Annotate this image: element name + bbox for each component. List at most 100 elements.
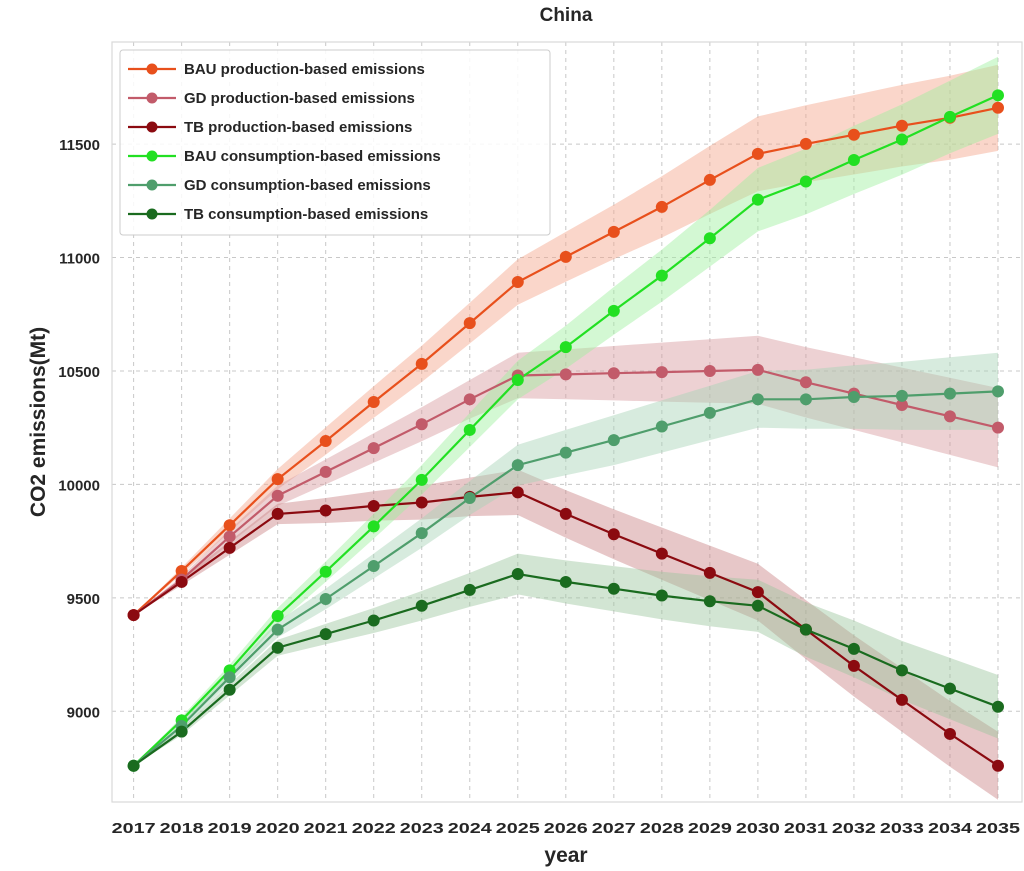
x-tick-label: 2034 [928, 820, 973, 837]
data-point [415, 599, 428, 612]
data-point [703, 173, 716, 186]
legend-marker-3 [146, 150, 158, 162]
data-point [367, 499, 380, 512]
data-point [655, 589, 668, 602]
data-point [559, 575, 572, 588]
legend-label-1: GD production-based emissions [184, 90, 415, 107]
x-tick-label: 2030 [736, 820, 780, 837]
plot-frame [111, 41, 1023, 803]
legend-marker-1 [146, 92, 158, 104]
chart-title: China [540, 5, 593, 26]
data-point [799, 376, 812, 389]
data-point [511, 374, 524, 387]
data-point [751, 147, 764, 160]
legend: BAU production-based emissions GD product… [119, 49, 551, 236]
data-point [559, 368, 572, 381]
data-point [895, 133, 908, 146]
data-point [223, 671, 236, 684]
data-point [847, 153, 860, 166]
x-tick-label: 2031 [784, 820, 828, 837]
legend-marker-2 [146, 121, 158, 133]
data-point [463, 423, 476, 436]
data-point [895, 398, 908, 411]
y-tick-label: 10000 [58, 477, 100, 494]
data-point [895, 119, 908, 132]
data-point [223, 530, 236, 543]
data-point [703, 595, 716, 608]
x-tick-label: 2027 [592, 820, 636, 837]
confidence-band-5 [133, 553, 999, 766]
x-tick-label: 2024 [448, 820, 493, 837]
y-tick-label: 9000 [67, 704, 100, 721]
x-tick-label: 2025 [496, 820, 540, 837]
data-point [415, 473, 428, 486]
data-point [751, 586, 764, 599]
data-point [415, 357, 428, 370]
data-point [895, 664, 908, 677]
x-axis-label: year [544, 844, 587, 867]
data-point [319, 565, 332, 578]
data-point [991, 101, 1004, 114]
y-tick-labels: 9000 9500 10000 10500 11000 11500 [58, 137, 100, 721]
series-points [127, 89, 1004, 772]
data-point [943, 682, 956, 695]
data-point [799, 623, 812, 636]
data-point [751, 599, 764, 612]
y-tick-label: 9500 [67, 591, 100, 608]
data-point [847, 391, 860, 404]
data-point [943, 727, 956, 740]
legend-marker-4 [146, 179, 158, 191]
data-point [415, 418, 428, 431]
data-point [703, 406, 716, 419]
data-point [415, 496, 428, 509]
data-point [271, 623, 284, 636]
data-point [367, 614, 380, 627]
data-point [799, 137, 812, 150]
data-point [991, 89, 1004, 102]
data-point [463, 317, 476, 330]
data-point [607, 434, 620, 447]
x-tick-label: 2018 [160, 820, 204, 837]
legend-label-4: GD consumption-based emissions [184, 177, 431, 194]
data-point [271, 609, 284, 622]
x-tick-label: 2029 [688, 820, 732, 837]
data-point [511, 276, 524, 289]
legend-label-5: TB consumption-based emissions [184, 206, 428, 223]
data-point [751, 363, 764, 376]
data-point [415, 527, 428, 540]
x-tick-label: 2035 [976, 820, 1020, 837]
data-point [607, 225, 620, 238]
x-tick-label: 2017 [112, 820, 156, 837]
y-tick-label: 11500 [59, 137, 100, 154]
data-point [271, 473, 284, 486]
data-point [703, 232, 716, 245]
data-point [607, 367, 620, 380]
data-point [319, 465, 332, 478]
data-point [223, 541, 236, 554]
data-point [607, 528, 620, 541]
data-point [751, 393, 764, 406]
data-point [943, 110, 956, 123]
data-point [895, 389, 908, 402]
data-point [271, 507, 284, 520]
y-tick-label: 10500 [58, 364, 100, 381]
data-point [367, 560, 380, 573]
data-point [175, 565, 188, 578]
data-point [319, 592, 332, 605]
data-point [751, 193, 764, 206]
data-point [991, 759, 1004, 772]
data-point [175, 575, 188, 588]
data-point [991, 385, 1004, 398]
data-point [463, 583, 476, 596]
x-tick-label: 2019 [208, 820, 252, 837]
data-point [799, 393, 812, 406]
data-point [559, 446, 572, 459]
data-point [703, 566, 716, 579]
data-point [127, 759, 140, 772]
data-point [943, 387, 956, 400]
data-point [511, 459, 524, 472]
confidence-band-1 [133, 335, 999, 616]
data-point [991, 421, 1004, 434]
data-point [511, 568, 524, 580]
